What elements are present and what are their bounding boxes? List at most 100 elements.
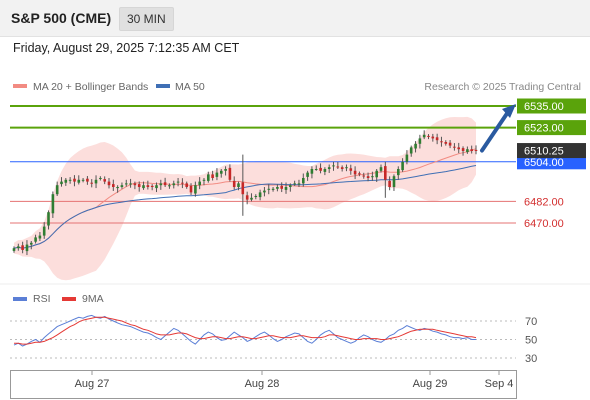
candle-body <box>185 183 188 187</box>
candle <box>142 181 145 190</box>
chart-header: S&P 500 (CME) 30 MIN <box>0 0 590 37</box>
candle <box>232 176 236 190</box>
candle <box>64 178 68 186</box>
candle <box>384 161 387 198</box>
candle <box>349 164 353 175</box>
timeframe-button[interactable]: 30 MIN <box>119 7 174 31</box>
candle <box>146 180 150 190</box>
bollinger-band-fill <box>14 116 476 281</box>
candle <box>215 168 219 181</box>
candle-body <box>392 176 396 187</box>
candle <box>276 184 279 192</box>
candle <box>323 167 327 176</box>
candle-body <box>431 136 435 139</box>
candle-body <box>366 176 370 178</box>
symbol-title: S&P 500 (CME) <box>11 10 112 26</box>
candle <box>168 183 171 189</box>
forecast-arrow-shaft <box>480 110 510 153</box>
candle-body <box>194 185 197 194</box>
candle <box>310 166 314 179</box>
candle-body <box>137 184 141 187</box>
candle-body <box>340 167 344 169</box>
level-label-6523-00: 6523.00 <box>524 123 564 135</box>
candle <box>77 175 81 185</box>
candle <box>133 181 137 190</box>
candle <box>112 179 115 191</box>
candle <box>155 182 158 193</box>
candle-body <box>435 137 439 141</box>
candle-body <box>207 174 210 181</box>
bollinger-bands <box>14 116 476 281</box>
candle-body <box>198 181 201 186</box>
candle-body <box>21 245 24 250</box>
time-tick-label: Aug 29 <box>413 378 448 390</box>
candle <box>366 172 370 182</box>
level-label-6470-00: 6470.00 <box>524 218 564 230</box>
candle-body <box>371 176 374 178</box>
candle <box>297 179 301 187</box>
rsi-line <box>13 314 476 347</box>
candle-body <box>94 179 98 184</box>
candle <box>163 177 167 187</box>
candle <box>51 191 55 218</box>
candle-body <box>99 178 102 179</box>
candle <box>440 136 443 147</box>
candle <box>431 133 435 142</box>
candle-body <box>103 179 106 182</box>
candle <box>418 134 422 149</box>
bollinger-legend-label: MA 20 + Bollinger Bands <box>33 81 148 93</box>
candle <box>181 178 184 189</box>
candle-body <box>30 242 33 245</box>
candle-body <box>241 182 245 195</box>
candle-body <box>258 192 262 198</box>
candle-body <box>133 183 137 186</box>
candle <box>448 140 452 149</box>
candle-body <box>375 170 378 178</box>
candlesticks <box>12 130 478 256</box>
level-label-6504-00: 6504.00 <box>524 157 564 169</box>
candle-body <box>461 148 465 151</box>
level-tag-6535-00 <box>517 98 586 114</box>
candle <box>422 130 426 140</box>
rsi-legend-swatch <box>13 297 27 301</box>
ma50-legend-swatch <box>156 84 170 88</box>
candle-body <box>237 183 240 187</box>
candle-body <box>284 187 288 190</box>
candle-body <box>280 185 283 189</box>
rsi-tick-70: 70 <box>525 316 537 328</box>
rsi-tick-30: 30 <box>525 353 537 365</box>
rsi-legend-label: RSI <box>33 293 51 305</box>
time-axis: Aug 27 Aug 28 Aug 29 Sep 4 <box>75 371 513 390</box>
candle <box>241 154 245 216</box>
ma50-line <box>13 165 477 249</box>
candle-body <box>448 142 452 146</box>
candle <box>345 164 348 172</box>
candle-body <box>314 169 318 170</box>
candle-body <box>25 244 29 252</box>
candle <box>211 170 214 181</box>
level-label-6482-00: 6482.00 <box>524 196 564 208</box>
candle <box>17 243 20 251</box>
candle-body <box>116 187 119 189</box>
candle <box>284 182 288 194</box>
candle-body <box>224 169 227 171</box>
candle-body <box>125 183 128 185</box>
level-tag-6523-00 <box>517 120 586 136</box>
candle-body <box>77 179 81 183</box>
candle <box>358 171 361 177</box>
price-tags: 6535.00 6523.00 6504.00 6482.00 6470.00 6510.… <box>517 98 586 230</box>
candle <box>388 176 391 191</box>
candle <box>362 172 365 179</box>
candle-body <box>409 147 413 154</box>
candle <box>427 134 430 140</box>
rsi-ma-legend-swatch <box>62 297 76 301</box>
candle <box>409 145 413 157</box>
candle-body <box>405 154 409 162</box>
price-levels <box>10 105 516 224</box>
candle <box>99 176 102 181</box>
candle-body <box>81 179 85 181</box>
candle <box>466 146 469 154</box>
candle <box>30 241 33 250</box>
candle <box>353 166 357 180</box>
datetime-label: Friday, August 29, 2025 7:12:35 AM CET <box>13 41 240 55</box>
